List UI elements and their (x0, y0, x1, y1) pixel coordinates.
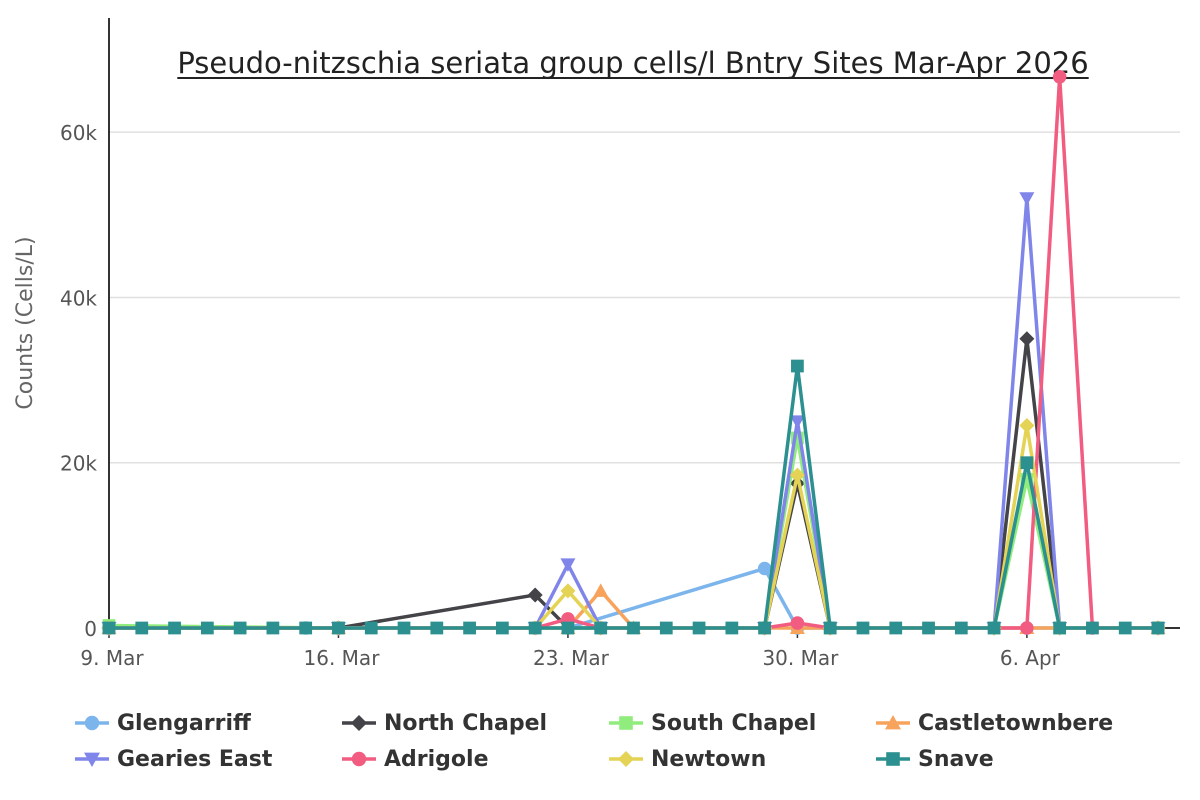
data-point[interactable] (430, 621, 444, 635)
y-tick-label: 40k (60, 286, 97, 310)
legend-symbol (75, 752, 109, 767)
legend-item[interactable]: Newtown (609, 747, 876, 772)
data-point[interactable] (790, 616, 805, 630)
data-point[interactable] (1151, 621, 1165, 635)
data-point[interactable] (1019, 418, 1035, 434)
legend-label: Snave (918, 746, 994, 772)
data-point[interactable] (527, 587, 543, 603)
legend-symbol (609, 751, 643, 767)
legend-item[interactable]: Snave (876, 747, 1143, 772)
data-point[interactable] (168, 621, 181, 635)
y-tick-label: 0 (84, 617, 97, 641)
data-point[interactable] (266, 621, 280, 635)
x-tick-label: 23. Mar (533, 646, 610, 670)
data-point[interactable] (1020, 621, 1034, 635)
legend-row: Glengarriff North Chapel South Chapel Castl… (75, 705, 1175, 741)
data-point[interactable] (200, 621, 214, 635)
chart-legend: Glengarriff North Chapel South Chapel Castl… (75, 705, 1175, 777)
data-point[interactable] (1053, 621, 1067, 635)
data-point[interactable] (692, 621, 706, 635)
legend-label: Castletownbere (918, 710, 1114, 736)
data-point[interactable] (791, 359, 804, 373)
data-point[interactable] (496, 621, 509, 635)
data-point[interactable] (889, 621, 903, 635)
legend-row: Gearies East Adrigole Newtown Snave (75, 741, 1175, 777)
data-point[interactable] (1052, 70, 1067, 84)
data-point[interactable] (922, 621, 935, 635)
data-point[interactable] (102, 621, 116, 635)
data-point[interactable] (789, 467, 805, 483)
line-chart: Pseudo-nitzschia seriata group cells/l B… (13, 18, 1180, 670)
data-point[interactable] (1118, 621, 1132, 635)
series-snave[interactable] (102, 359, 1165, 635)
legend-symbol (342, 751, 376, 767)
grid-lines (109, 131, 1180, 464)
series-line[interactable] (109, 196, 1158, 630)
legend-item[interactable]: Adrigole (342, 747, 609, 772)
data-point[interactable] (789, 415, 805, 429)
y-tick-label: 20k (60, 452, 97, 476)
x-tick-label: 30. Mar (762, 646, 839, 670)
series-lines (101, 70, 1166, 636)
data-point[interactable] (757, 561, 772, 576)
data-point[interactable] (1020, 456, 1034, 470)
data-point[interactable] (823, 621, 837, 635)
data-point[interactable] (659, 621, 673, 635)
legend-item[interactable]: Castletownbere (876, 711, 1143, 736)
data-point[interactable] (332, 621, 345, 635)
legend-label: Adrigole (384, 746, 489, 772)
legend-item[interactable]: North Chapel (342, 711, 609, 736)
data-point[interactable] (1086, 621, 1099, 635)
legend-label: Newtown (651, 746, 767, 772)
data-point[interactable] (463, 621, 476, 635)
x-tick-label: 6. Apr (1000, 646, 1061, 670)
legend-label: South Chapel (651, 710, 817, 736)
legend-item[interactable]: Gearies East (75, 747, 342, 772)
y-axis-title: Counts (Cells/L) (13, 236, 38, 409)
data-point[interactable] (627, 621, 640, 635)
data-point[interactable] (397, 621, 411, 635)
data-point[interactable] (233, 621, 247, 635)
data-point[interactable] (135, 621, 149, 635)
data-point[interactable] (299, 621, 313, 635)
x-tick-label: 9. Mar (80, 646, 144, 670)
legend-label: Glengarriff (117, 710, 251, 736)
legend-label: North Chapel (384, 710, 548, 736)
series-line[interactable] (109, 364, 1158, 630)
y-tick-label: 60k (60, 121, 97, 145)
data-point[interactable] (1019, 331, 1035, 347)
data-point[interactable] (561, 621, 575, 635)
legend-symbol (75, 715, 109, 731)
data-point[interactable] (364, 621, 378, 635)
data-point[interactable] (560, 583, 576, 599)
data-point[interactable] (725, 621, 739, 635)
data-point[interactable] (987, 621, 1001, 635)
legend-symbol (609, 716, 643, 730)
data-point[interactable] (758, 621, 771, 635)
x-tick-labels: 9. Mar 16. Mar 23. Mar 30. Mar 6. Apr (80, 628, 1061, 670)
legend-item[interactable]: Glengarriff (75, 711, 342, 736)
data-point[interactable] (954, 621, 968, 635)
legend-item[interactable]: South Chapel (609, 711, 876, 736)
legend-label: Gearies East (117, 746, 273, 772)
y-tick-labels: 0 20k 40k 60k (60, 121, 97, 641)
data-point[interactable] (856, 621, 870, 635)
data-point[interactable] (1019, 192, 1035, 206)
x-tick-label: 16. Mar (304, 646, 381, 670)
data-point[interactable] (594, 621, 608, 635)
chart-title: Pseudo-nitzschia seriata group cells/l B… (177, 46, 1088, 80)
data-point[interactable] (593, 583, 609, 597)
data-point[interactable] (528, 621, 542, 635)
data-point[interactable] (560, 558, 576, 572)
legend-symbol (876, 752, 910, 766)
legend-symbol (342, 715, 376, 731)
legend-symbol (876, 715, 910, 730)
